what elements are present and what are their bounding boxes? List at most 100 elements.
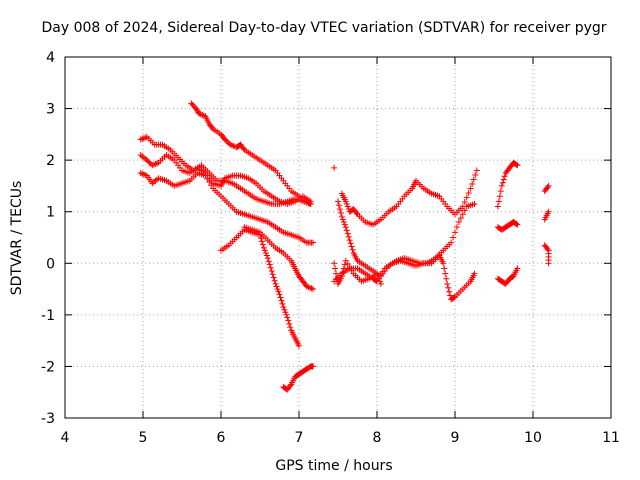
data-point — [310, 239, 317, 246]
data-point — [263, 252, 270, 259]
data-point — [276, 291, 283, 298]
chart-title: Day 008 of 2024, Sidereal Day-to-day VTE… — [41, 20, 606, 36]
data-point — [544, 246, 551, 253]
data-point — [342, 224, 349, 231]
data-point — [461, 199, 468, 206]
data-point — [348, 267, 355, 274]
data-point — [333, 270, 340, 277]
data-point — [224, 139, 231, 146]
data-point — [335, 202, 342, 209]
data-point — [348, 243, 355, 250]
data-point — [282, 309, 289, 316]
y-tick-labels: -3 -2 -1 0 1 2 3 4 — [41, 50, 55, 427]
data-point — [267, 264, 274, 271]
data-point — [240, 145, 247, 152]
data-point — [340, 265, 347, 272]
data-point — [498, 182, 505, 189]
data-point — [501, 173, 508, 180]
data-point — [457, 215, 464, 222]
x-tick-label: 7 — [295, 430, 304, 446]
data-point — [459, 211, 466, 218]
y-tick-label: 4 — [46, 50, 55, 66]
data-point — [451, 294, 458, 301]
data-point — [344, 260, 351, 267]
data-point — [470, 176, 477, 183]
data-point — [473, 167, 480, 174]
data-point — [331, 260, 338, 267]
y-tick-label: 0 — [46, 256, 55, 272]
data-point — [273, 283, 280, 290]
data-point — [459, 203, 466, 210]
y-tick-label: 2 — [46, 153, 55, 169]
data-point — [204, 175, 211, 182]
data-point — [343, 227, 350, 234]
data-point — [265, 258, 272, 265]
data-point — [339, 269, 346, 276]
series-track-g — [280, 363, 317, 393]
data-point — [296, 342, 302, 349]
data-point — [443, 275, 450, 282]
data-point — [332, 265, 339, 272]
data-point — [346, 264, 353, 271]
data-point — [463, 194, 470, 201]
data-point — [310, 363, 317, 370]
data-point — [544, 184, 551, 191]
data-point — [338, 213, 345, 220]
series-track-d — [188, 100, 314, 207]
series-track-o — [541, 182, 552, 267]
data-point — [494, 203, 501, 210]
y-axis-title: SDTVAR / TECUs — [9, 181, 25, 296]
data-point — [274, 286, 281, 293]
data-point — [441, 265, 448, 272]
x-tick-label: 11 — [602, 430, 620, 446]
data-point — [285, 317, 292, 324]
data-point — [223, 137, 230, 144]
data-point — [287, 324, 294, 331]
y-tick-label: 3 — [46, 102, 55, 118]
data-point — [440, 260, 447, 267]
data-point — [442, 270, 449, 277]
data-point — [281, 306, 288, 313]
data-point — [340, 219, 347, 226]
data-point — [344, 230, 351, 237]
series-track-e — [218, 226, 302, 349]
x-axis-title: GPS time / hours — [275, 458, 392, 474]
data-point — [338, 273, 345, 280]
data-point — [268, 268, 275, 275]
data-point — [377, 271, 384, 278]
series-track-a — [137, 133, 314, 207]
data-point — [513, 161, 520, 168]
data-point — [343, 200, 350, 207]
data-point — [467, 185, 474, 192]
data-point — [374, 270, 380, 277]
data-point — [496, 193, 503, 200]
data-point — [339, 216, 346, 223]
y-tick-label: -3 — [41, 411, 55, 427]
data-point — [270, 274, 277, 281]
data-point — [260, 244, 267, 251]
x-tick-label: 4 — [61, 430, 70, 446]
y-tick-label: -2 — [41, 359, 55, 375]
data-point — [452, 229, 458, 236]
data-point — [287, 382, 294, 389]
data-point — [307, 200, 314, 207]
data-point — [545, 182, 552, 189]
data-point — [469, 180, 476, 187]
data-point — [344, 203, 351, 210]
data-point — [495, 198, 502, 205]
x-tick-labels: 4 5 6 7 8 9 10 11 — [61, 430, 620, 446]
data-point — [446, 288, 453, 295]
x-tick-label: 10 — [524, 430, 542, 446]
data-point — [514, 265, 521, 272]
data-point — [262, 249, 269, 256]
data-point — [275, 288, 282, 295]
x-tick-label: 5 — [139, 430, 148, 446]
data-point — [545, 208, 552, 215]
data-point — [337, 210, 344, 217]
x-tick-label: 6 — [217, 430, 226, 446]
data-point — [202, 172, 209, 179]
data-point — [143, 157, 150, 164]
data-point — [347, 240, 354, 247]
data-point — [447, 292, 454, 299]
